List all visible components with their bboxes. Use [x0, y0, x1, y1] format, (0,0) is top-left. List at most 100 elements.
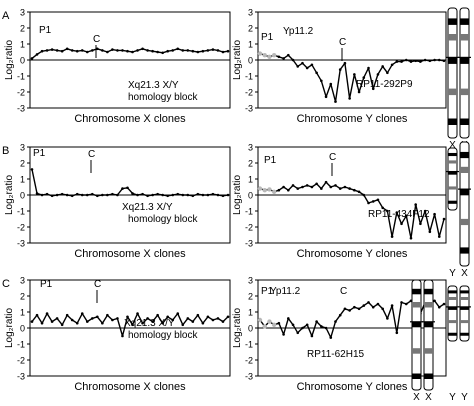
y-tick-label: 2 [248, 292, 253, 302]
chromosome-band [448, 306, 457, 310]
data-point [334, 320, 337, 323]
data-point [386, 71, 389, 75]
y-tick-label: 2 [20, 292, 25, 302]
data-point [287, 317, 290, 320]
data-point [376, 73, 380, 76]
y-tick-label: -2 [17, 223, 25, 233]
data-point [30, 320, 34, 323]
data-point [131, 50, 134, 54]
y-tick-label: 3 [248, 8, 253, 18]
data-point [381, 65, 384, 68]
y-tick-label: -3 [17, 372, 25, 382]
data-point [320, 187, 323, 190]
data-point [423, 209, 427, 213]
data-point [136, 49, 139, 52]
data-point [221, 50, 225, 54]
data-point [35, 313, 39, 317]
chromosome-label: Y [449, 392, 456, 403]
chromosome-band [448, 171, 457, 175]
x-axis-label: Chromosome Y clones [297, 248, 408, 260]
data-point [30, 57, 34, 60]
data-point [348, 97, 351, 100]
x-axis-label: Chromosome X clones [74, 381, 186, 393]
data-point [96, 47, 99, 51]
data-point [305, 184, 309, 187]
x-axis-label: Chromosome X clones [74, 248, 186, 260]
data-point [201, 321, 205, 325]
chromosome-band [460, 306, 469, 310]
data-point [262, 324, 267, 329]
data-point [201, 193, 205, 197]
data-point [428, 59, 432, 63]
data-point [80, 312, 84, 315]
data-point [315, 71, 318, 75]
data-point [404, 302, 408, 306]
data-point [343, 307, 347, 311]
chromosome-band [448, 152, 457, 157]
y-tick-label: 2 [20, 24, 25, 34]
data-point [136, 312, 139, 315]
data-point [371, 305, 375, 309]
data-point [419, 60, 422, 63]
data-point [390, 63, 394, 67]
y-tick-label: -2 [17, 356, 25, 366]
data-point [106, 193, 109, 197]
data-point [121, 187, 124, 190]
data-point [171, 318, 175, 322]
y-tick-label: 0 [20, 56, 25, 66]
data-point [362, 304, 366, 307]
data-point [96, 315, 99, 319]
y-tick-label: 2 [248, 159, 253, 169]
chromosome-band [460, 218, 469, 226]
data-point [296, 187, 300, 190]
data-point [161, 321, 164, 325]
y-tick-label: -3 [245, 239, 253, 249]
data-point [357, 307, 361, 311]
data-point [30, 168, 34, 171]
y-axis-label: Log₂ratio [4, 40, 15, 80]
data-point [291, 184, 295, 187]
data-point [334, 100, 337, 103]
data-point [146, 317, 149, 320]
y-tick-label: 3 [20, 143, 25, 153]
y-axis-label: Log₂ratio [232, 175, 243, 215]
data-point [50, 194, 54, 198]
y-tick-label: -2 [245, 223, 253, 233]
data-point [262, 53, 267, 58]
data-point [211, 48, 215, 51]
annotation-label: C [340, 286, 347, 297]
panel-letter: B [2, 145, 9, 157]
chromosome-band [460, 34, 469, 41]
annotation-label: P1 [261, 286, 274, 297]
data-point [161, 193, 164, 197]
data-point [166, 194, 169, 198]
data-point [176, 47, 180, 51]
data-point [121, 334, 124, 338]
data-point [338, 187, 342, 190]
data-point [334, 184, 337, 187]
chromosome-band [448, 57, 457, 64]
data-point [50, 320, 54, 323]
y-tick-label: -1 [245, 340, 253, 350]
data-point [338, 68, 342, 71]
data-point [400, 222, 403, 226]
data-point [186, 49, 190, 52]
data-point [386, 209, 389, 213]
data-point [141, 321, 144, 325]
data-point [55, 49, 59, 52]
data-point [395, 211, 399, 214]
panel-5: 3 2 1 0 -1 -2 -3 Log₂ratio Chromosome X clones C P… [2, 276, 231, 393]
data-point [45, 312, 49, 315]
chromosome-band [424, 348, 433, 354]
data-point [367, 201, 370, 205]
series-line [31, 169, 229, 197]
annotation-label: C [93, 34, 100, 45]
data-point [146, 194, 149, 198]
y-axis-label: Log₂ratio [4, 175, 15, 215]
data-point [75, 321, 79, 325]
data-point [35, 192, 39, 195]
series-line [259, 52, 445, 103]
data-point [85, 320, 89, 323]
y-tick-label: -1 [245, 72, 253, 82]
